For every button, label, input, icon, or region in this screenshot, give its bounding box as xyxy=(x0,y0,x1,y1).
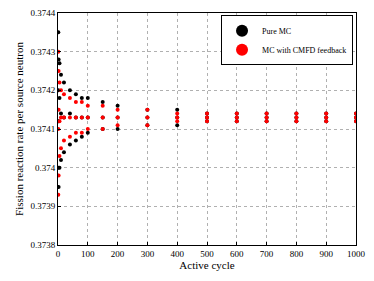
svg-text:0.3741: 0.3741 xyxy=(30,124,55,134)
svg-text:900: 900 xyxy=(319,249,333,259)
svg-text:0.374: 0.374 xyxy=(35,163,56,173)
svg-text:300: 300 xyxy=(141,249,155,259)
svg-text:700: 700 xyxy=(260,249,274,259)
svg-text:0.3738: 0.3738 xyxy=(30,240,55,250)
svg-text:1000: 1000 xyxy=(347,249,366,259)
svg-text:Pure MC: Pure MC xyxy=(262,27,291,36)
svg-text:100: 100 xyxy=(81,249,95,259)
svg-text:MC with CMFD feedback: MC with CMFD feedback xyxy=(262,46,346,55)
svg-text:200: 200 xyxy=(111,249,125,259)
svg-text:0.3744: 0.3744 xyxy=(30,8,55,18)
svg-text:600: 600 xyxy=(230,249,244,259)
svg-text:Fission reaction rate per sour: Fission reaction rate per source neutron xyxy=(13,42,25,216)
svg-text:0.3743: 0.3743 xyxy=(30,47,55,57)
svg-text:Active cycle: Active cycle xyxy=(179,259,234,271)
svg-text:0.3742: 0.3742 xyxy=(30,85,55,95)
svg-text:800: 800 xyxy=(290,249,304,259)
svg-text:400: 400 xyxy=(170,249,184,259)
svg-text:0: 0 xyxy=(56,249,61,259)
svg-text:0.3739: 0.3739 xyxy=(30,201,55,211)
svg-text:500: 500 xyxy=(200,249,214,259)
